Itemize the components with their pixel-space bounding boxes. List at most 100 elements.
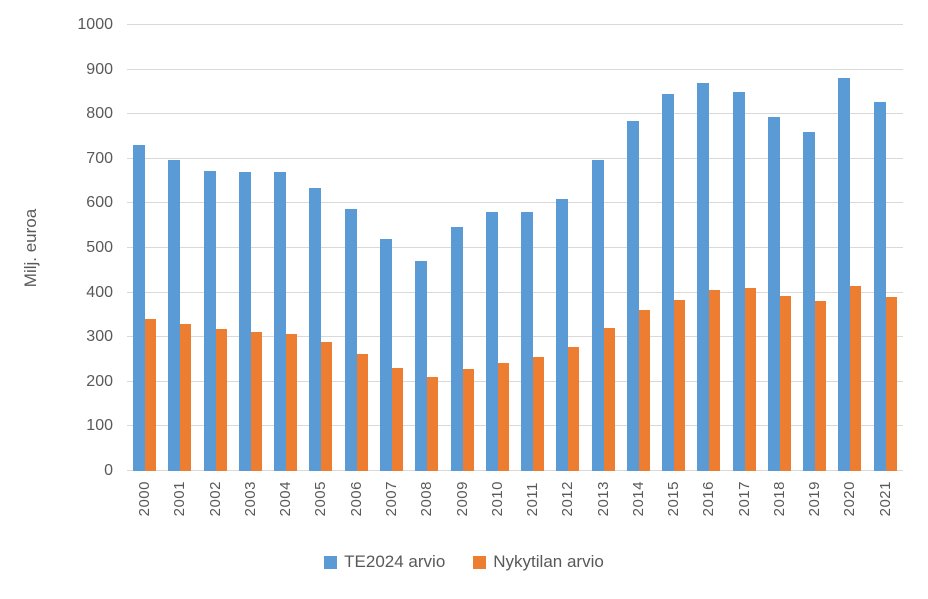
x-tick-label-2012: 2012 (559, 481, 577, 517)
bar-groups (127, 25, 903, 471)
bar-group-2001 (162, 25, 197, 471)
x-tick-label-2006: 2006 (347, 481, 365, 517)
bar-nykytilan-2018 (779, 295, 791, 471)
bar-group-2018 (762, 25, 797, 471)
bar-te2024-2010 (485, 211, 498, 471)
x-tick-label-2021: 2021 (876, 481, 894, 517)
bar-nykytilan-2021 (885, 297, 897, 471)
x-tick-2001: 2001 (162, 481, 197, 516)
x-tick-label-2001: 2001 (171, 481, 189, 517)
bar-nykytilan-2015 (674, 299, 686, 471)
plot-area (127, 24, 903, 471)
legend: TE2024 arvio Nykytilan arvio (0, 552, 928, 572)
x-tick-label-2020: 2020 (841, 481, 859, 517)
gridline-400 (127, 291, 903, 293)
x-tick-label-2005: 2005 (312, 481, 330, 517)
gridline-100 (127, 425, 903, 427)
y-tick-label-600: 600 (86, 194, 113, 212)
bar-group-2011 (515, 25, 550, 471)
y-tick-label-500: 500 (86, 239, 113, 256)
x-tick-2014: 2014 (621, 481, 656, 516)
bar-te2024-2005 (309, 187, 322, 471)
bar-nykytilan-2010 (497, 362, 509, 471)
x-tick-label-2008: 2008 (418, 481, 436, 517)
x-tick-2017: 2017 (727, 481, 762, 516)
legend-label-nykytilan: Nykytilan arvio (493, 552, 604, 571)
x-tick-2019: 2019 (797, 481, 832, 516)
bar-group-2003 (233, 25, 268, 471)
x-tick-label-2004: 2004 (277, 481, 295, 517)
x-tick-2010: 2010 (480, 481, 515, 516)
bar-te2024-2007 (379, 239, 392, 471)
gridline-300 (127, 336, 903, 338)
bar-te2024-2009 (450, 227, 463, 471)
x-tick-2011: 2011 (515, 481, 550, 516)
bar-group-2016 (691, 25, 726, 471)
x-tick-label-2019: 2019 (806, 481, 824, 517)
x-tick-label-2009: 2009 (453, 481, 471, 517)
bar-te2024-2001 (168, 160, 181, 471)
x-tick-label-2010: 2010 (488, 481, 506, 517)
y-tick-label-400: 400 (86, 283, 113, 301)
bar-nykytilan-2014 (638, 310, 650, 471)
bar-nykytilan-2003 (250, 331, 262, 471)
x-tick-2020: 2020 (832, 481, 867, 516)
x-tick-2005: 2005 (303, 481, 338, 516)
y-tick-label-0: 0 (104, 462, 113, 479)
bar-nykytilan-2006 (356, 354, 368, 471)
bar-group-2013 (585, 25, 620, 471)
gridline-800 (127, 113, 903, 115)
bar-te2024-2002 (203, 170, 216, 471)
bar-te2024-2016 (697, 82, 710, 471)
y-tick-label-700: 700 (86, 149, 113, 167)
y-tick-label-300: 300 (86, 328, 113, 346)
x-tick-2006: 2006 (339, 481, 374, 516)
x-tick-2007: 2007 (374, 481, 409, 516)
x-tick-label-2013: 2013 (594, 481, 612, 517)
bar-te2024-2004 (274, 171, 287, 471)
x-tick-2004: 2004 (268, 481, 303, 516)
bar-nykytilan-2017 (744, 288, 756, 471)
gridline-700 (127, 157, 903, 159)
bar-nykytilan-2000 (145, 319, 157, 471)
bar-group-2008 (409, 25, 444, 471)
bar-group-2010 (480, 25, 515, 471)
bar-group-2020 (832, 25, 867, 471)
bar-nykytilan-2004 (286, 334, 298, 471)
legend-item-nykytilan: Nykytilan arvio (473, 552, 604, 572)
gridline-1000 (127, 24, 903, 25)
x-tick-2013: 2013 (585, 481, 620, 516)
legend-item-te2024: TE2024 arvio (324, 552, 445, 572)
gridline-0 (127, 470, 903, 471)
legend-swatch-nykytilan (473, 555, 487, 569)
bar-nykytilan-2019 (815, 300, 827, 471)
x-tick-label-2014: 2014 (629, 481, 647, 517)
bar-nykytilan-2002 (215, 328, 227, 471)
bar-group-2004 (268, 25, 303, 471)
bar-nykytilan-2020 (850, 286, 862, 471)
gridline-500 (127, 247, 903, 248)
bar-group-2019 (797, 25, 832, 471)
bar-te2024-2017 (732, 92, 745, 471)
bar-group-2002 (198, 25, 233, 471)
bar-te2024-2011 (521, 212, 534, 471)
x-tick-2015: 2015 (656, 481, 691, 516)
bar-nykytilan-2011 (533, 357, 545, 471)
bar-te2024-2012 (556, 198, 569, 471)
legend-label-te2024: TE2024 arvio (344, 552, 446, 571)
gridline-200 (127, 380, 903, 382)
bar-nykytilan-2009 (462, 369, 474, 471)
bar-te2024-2006 (344, 208, 357, 471)
x-tick-2018: 2018 (762, 481, 797, 516)
bar-nykytilan-2005 (321, 342, 333, 471)
bar-te2024-2013 (591, 160, 604, 471)
bar-group-2006 (339, 25, 374, 471)
bar-nykytilan-2013 (603, 328, 615, 471)
bar-group-2005 (303, 25, 338, 471)
x-tick-2000: 2000 (127, 481, 162, 516)
gridline-600 (127, 202, 903, 204)
bar-nykytilan-2007 (391, 367, 403, 471)
bar-te2024-2018 (767, 117, 780, 471)
bar-nykytilan-2008 (427, 377, 439, 471)
